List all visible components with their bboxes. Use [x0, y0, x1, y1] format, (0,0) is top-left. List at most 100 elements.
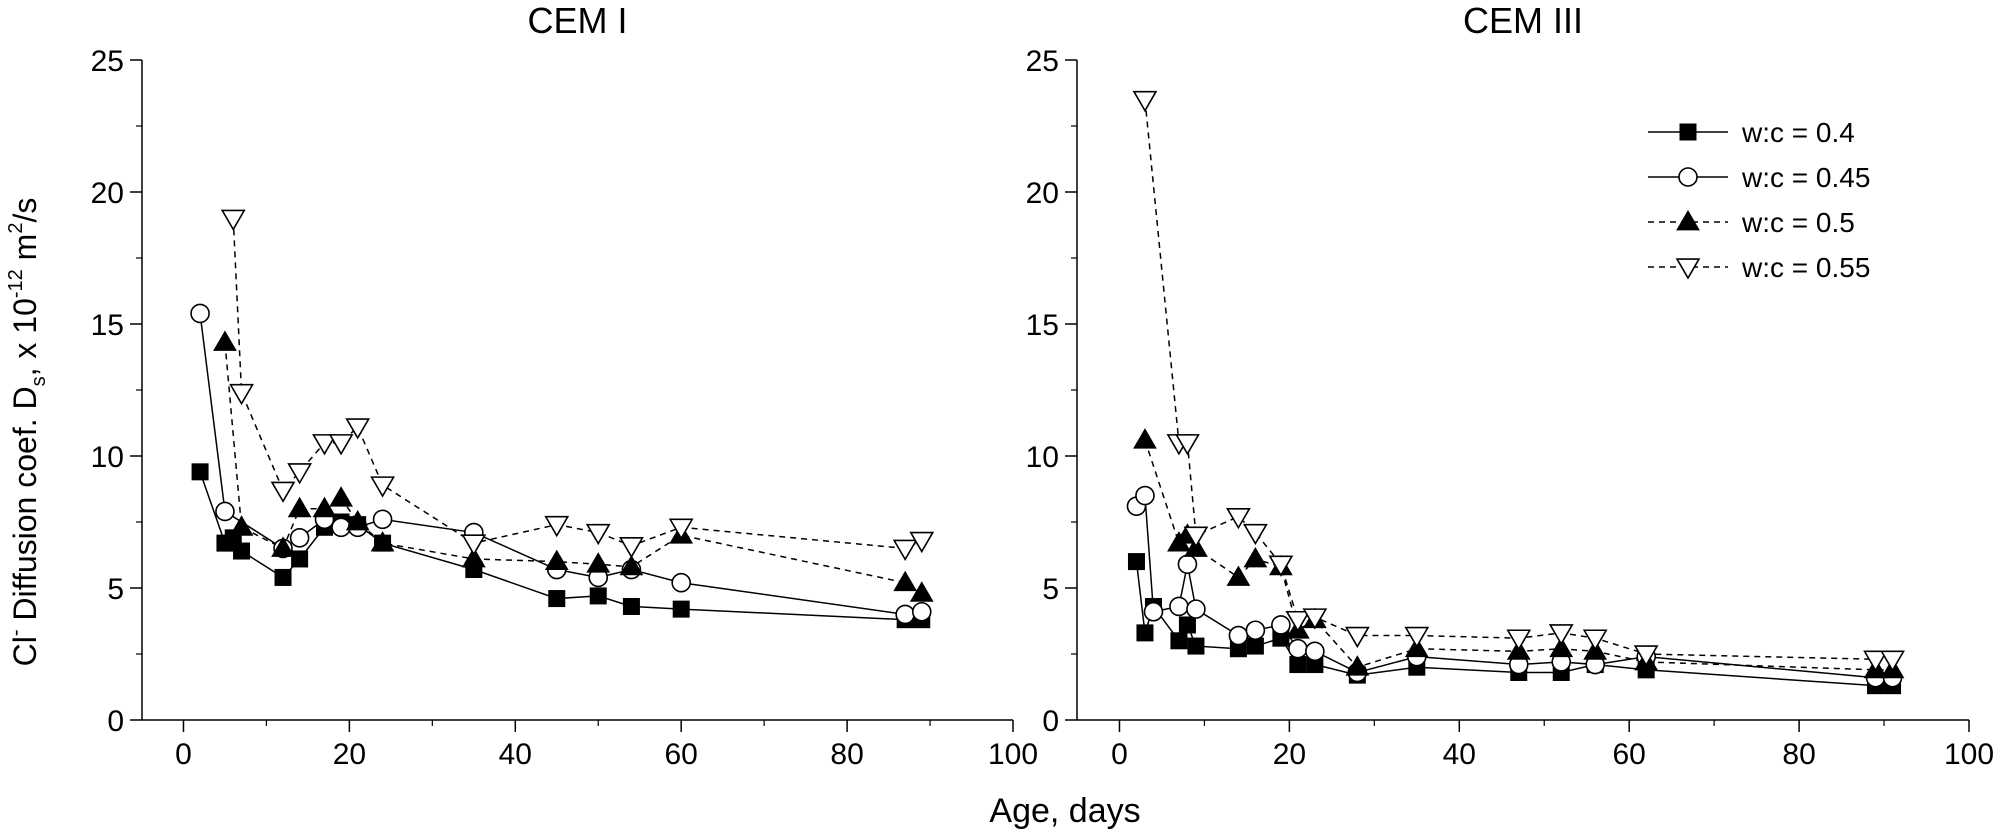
- data-point: [619, 554, 644, 576]
- y-tick-label: 15: [91, 309, 124, 342]
- data-point: [544, 549, 569, 571]
- y-tick-label: 10: [1026, 441, 1059, 474]
- legend-label: w:c = 0.55: [1741, 252, 1870, 283]
- data-point: [671, 572, 691, 593]
- x-tick-label: 40: [1443, 738, 1476, 771]
- data-point: [909, 531, 935, 554]
- x-tick-label: 40: [499, 738, 532, 771]
- legend-marker: [1678, 167, 1698, 187]
- data-point: [1143, 601, 1164, 622]
- chart-title: CEM III: [1463, 0, 1583, 41]
- data-point: [1302, 608, 1328, 630]
- legend-marker: [1679, 123, 1697, 141]
- data-point: [1226, 565, 1251, 586]
- data-point: [1127, 553, 1145, 571]
- data-point: [1177, 554, 1198, 575]
- x-tick-label: 0: [175, 738, 192, 771]
- data-point: [190, 303, 210, 324]
- y-tick-label: 0: [1042, 705, 1059, 738]
- data-point: [622, 597, 640, 615]
- data-point: [1863, 650, 1888, 672]
- data-point: [1243, 523, 1268, 546]
- x-tick-label: 20: [333, 738, 366, 771]
- data-point: [1169, 596, 1189, 617]
- data-point: [895, 604, 915, 625]
- data-point: [1305, 641, 1325, 662]
- data-point: [1549, 636, 1574, 658]
- data-point: [328, 434, 354, 456]
- data-point: [461, 546, 486, 568]
- data-point: [312, 496, 337, 518]
- data-point: [270, 481, 296, 503]
- x-tick-label: 0: [1111, 738, 1128, 771]
- legend: w:c = 0.4 w:c = 0.45 w:c = 0.5 w:c = 0.55: [1648, 117, 1870, 283]
- series-line: [224, 342, 923, 594]
- x-tick-label: 60: [665, 738, 698, 771]
- data-point: [229, 515, 254, 536]
- data-point: [1880, 650, 1905, 672]
- data-point: [461, 534, 487, 556]
- data-point: [274, 568, 292, 586]
- data-point: [370, 531, 395, 552]
- data-point: [586, 552, 611, 573]
- data-point: [1289, 656, 1307, 674]
- x-tick-label: 80: [830, 738, 863, 771]
- data-point: [287, 463, 313, 485]
- y-tick-label: 25: [1026, 45, 1059, 78]
- data-point: [1133, 428, 1157, 449]
- data-point: [1183, 526, 1209, 548]
- data-point: [213, 330, 237, 351]
- panel-cem-i: 0 5 10 15 20 25 0 20 40 60 80 100 CEM I: [91, 0, 1038, 771]
- data-point: [345, 418, 371, 440]
- data-point: [345, 510, 370, 531]
- data-point: [1178, 616, 1196, 634]
- y-tick-label: 25: [91, 45, 124, 78]
- y-tick-label: 20: [91, 177, 124, 210]
- legend-label: w:c = 0.45: [1741, 162, 1870, 193]
- data-point: [911, 601, 932, 622]
- x-tick-label: 20: [1273, 738, 1306, 771]
- data-point: [1243, 546, 1268, 568]
- data-point: [1228, 625, 1249, 646]
- data-point: [589, 587, 607, 605]
- data-point: [1246, 637, 1264, 655]
- legend-marker: [1676, 210, 1700, 231]
- y-tick-label: 5: [1042, 573, 1059, 606]
- data-point: [1187, 637, 1205, 655]
- x-tick-label: 80: [1782, 738, 1815, 771]
- data-point: [1271, 615, 1291, 635]
- data-point: [1136, 624, 1154, 642]
- data-point: [289, 528, 310, 548]
- data-point: [892, 539, 918, 561]
- legend-marker: [1675, 258, 1701, 280]
- data-point: [1285, 610, 1311, 633]
- data-point: [291, 550, 309, 568]
- x-tick-label: 100: [1944, 738, 1994, 771]
- y-tick-label: 20: [1026, 177, 1059, 210]
- data-point: [1186, 599, 1206, 619]
- data-point: [909, 581, 934, 602]
- data-point: [1132, 90, 1158, 113]
- data-point: [544, 515, 570, 538]
- data-point: [548, 590, 566, 608]
- legend-label: w:c = 0.5: [1741, 207, 1855, 238]
- data-point: [585, 523, 611, 546]
- data-point: [1288, 638, 1308, 659]
- data-point: [1633, 645, 1659, 667]
- y-axis-label: Cl- Diffusion coef. Ds, x 10-12 m2/s: [5, 198, 50, 667]
- data-point: [312, 434, 337, 456]
- y-tick-label: 15: [1026, 309, 1059, 342]
- data-point: [1404, 626, 1430, 649]
- y-tick-label: 5: [107, 573, 124, 606]
- data-point: [893, 570, 918, 592]
- y-tick-label: 0: [107, 705, 124, 738]
- data-point: [1345, 655, 1370, 676]
- data-point: [1135, 485, 1155, 506]
- data-point: [1170, 632, 1188, 650]
- data-point: [619, 537, 644, 559]
- data-point: [191, 463, 209, 481]
- data-point: [668, 518, 694, 540]
- data-point: [1175, 434, 1200, 456]
